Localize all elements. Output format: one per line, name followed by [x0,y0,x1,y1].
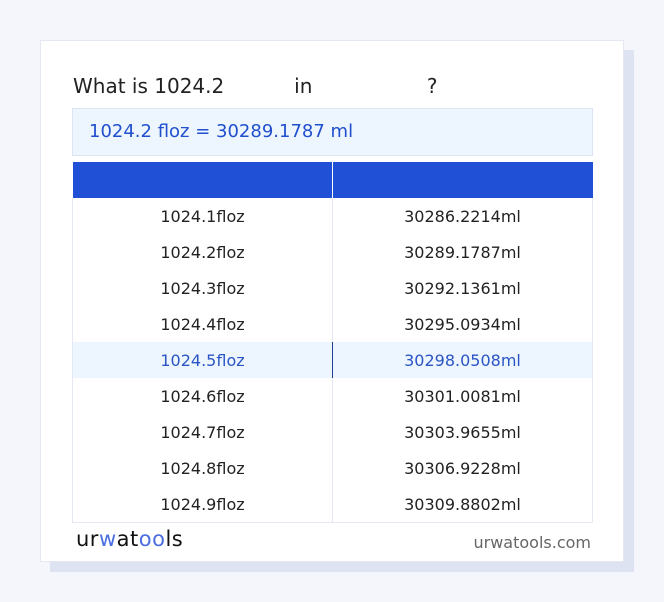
table-row: 1024.9floz 30309.8802ml [72,486,593,523]
urwatools-logo[interactable]: urwatools [76,527,184,551]
ml-cell: 30292.1361ml [332,270,593,306]
table-header [72,162,593,198]
ml-cell: 30289.1787ml [332,234,593,270]
floz-cell: 1024.2floz [72,234,333,270]
table-row: 1024.3floz 30292.1361ml [72,270,593,306]
table-row: 1024.6floz 30301.0081ml [72,378,593,414]
ml-cell: 30301.0081ml [332,378,593,414]
table-row: 1024.2floz 30289.1787ml [72,234,593,270]
table-row: 1024.5floz 30298.0508ml [72,342,593,378]
ml-cell: 30303.9655ml [332,414,593,450]
conversion-table: 1024.1floz 30286.2214ml 1024.2floz 30289.17… [72,162,593,523]
converter-card: What is 1024.2 in ? 1024.2 floz = 30289.… [40,40,624,562]
floz-cell: 1024.4floz [72,306,333,342]
table-row: 1024.4floz 30295.0934ml [72,306,593,342]
ml-cell: 30286.2214ml [332,198,593,234]
floz-cell: 1024.7floz [72,414,333,450]
ml-cell: 30306.9228ml [332,450,593,486]
header-ml [332,162,593,198]
page-title: What is 1024.2 in ? [73,74,437,98]
floz-cell: 1024.3floz [72,270,333,306]
floz-cell: 1024.1floz [72,198,333,234]
floz-cell: 1024.6floz [72,378,333,414]
table-row: 1024.8floz 30306.9228ml [72,450,593,486]
title-suffix: ? [426,74,438,98]
floz-cell: 1024.9floz [72,486,333,523]
table-row: 1024.7floz 30303.9655ml [72,414,593,450]
floz-cell: 1024.5floz [72,342,333,378]
ml-cell: 30309.8802ml [332,486,593,523]
ml-cell: 30295.0934ml [332,306,593,342]
conversion-result: 1024.2 floz = 30289.1787 ml [72,108,593,156]
header-floz [72,162,333,198]
ml-cell: 30298.0508ml [332,342,593,378]
table-row: 1024.1floz 30286.2214ml [72,198,593,234]
title-prefix: What is 1024.2 [73,74,225,98]
floz-cell: 1024.8floz [72,450,333,486]
site-link[interactable]: urwatools.com [473,533,592,552]
title-middle: in [294,74,313,98]
